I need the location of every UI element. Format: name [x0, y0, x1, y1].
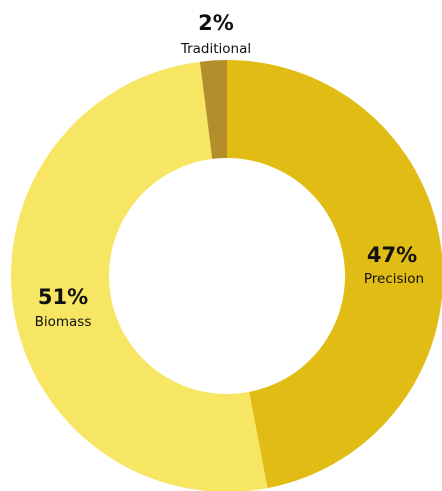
data-label-traditional-name: Traditional: [180, 41, 251, 57]
data-label-traditional-percent: 2%: [198, 11, 234, 35]
slice-precision: [227, 60, 442, 489]
slice-biomass: [11, 61, 268, 491]
data-label-precision-percent: 47%: [367, 243, 417, 267]
donut-labels: 47% Precision 51% Biomass 2% Traditional: [35, 11, 425, 330]
donut-slices: [11, 60, 442, 491]
data-label-biomass-name: Biomass: [35, 314, 92, 330]
data-label-precision-name: Precision: [364, 271, 424, 287]
data-label-biomass-percent: 51%: [38, 285, 88, 309]
slice-traditional: [199, 60, 227, 159]
